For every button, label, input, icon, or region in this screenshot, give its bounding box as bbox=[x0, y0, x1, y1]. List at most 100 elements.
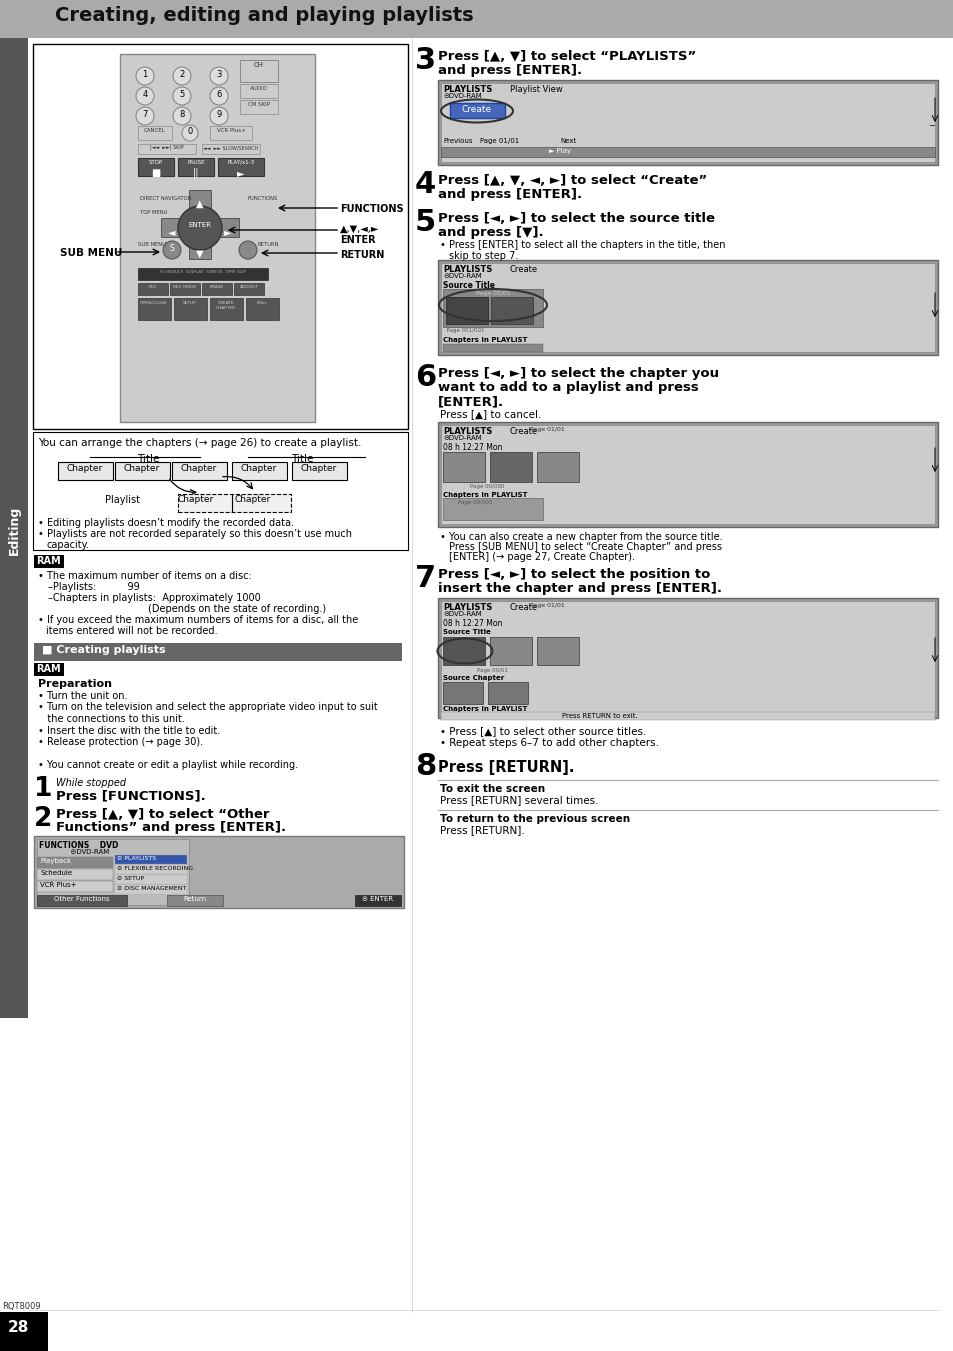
Bar bbox=[440, 147, 934, 157]
Text: OPEN/CLOSE: OPEN/CLOSE bbox=[140, 301, 168, 305]
Bar bbox=[138, 267, 268, 280]
Circle shape bbox=[182, 126, 198, 141]
Text: Chapters in PLAYLIST: Chapters in PLAYLIST bbox=[442, 336, 527, 343]
Text: |◄◄  ►►| SKIP: |◄◄ ►►| SKIP bbox=[150, 145, 184, 150]
Text: [ENTER].: [ENTER]. bbox=[437, 394, 503, 408]
Text: ⊝DVD-RAM: ⊝DVD-RAM bbox=[442, 435, 481, 440]
Bar bbox=[490, 453, 532, 482]
Text: ► Play: ► Play bbox=[548, 149, 571, 154]
Text: PLAYLISTS: PLAYLISTS bbox=[442, 603, 492, 612]
Bar bbox=[138, 158, 173, 176]
Bar bbox=[440, 426, 934, 524]
Text: Press [◄, ►] to select the chapter you: Press [◄, ►] to select the chapter you bbox=[437, 367, 719, 380]
Text: • Editing playlists doesn’t modify the recorded data.: • Editing playlists doesn’t modify the r… bbox=[38, 517, 294, 528]
Text: PLAYLISTS: PLAYLISTS bbox=[442, 85, 492, 95]
Bar bbox=[138, 126, 172, 141]
Bar bbox=[292, 462, 347, 480]
Bar bbox=[437, 422, 937, 527]
Text: VCR Plus+: VCR Plus+ bbox=[40, 882, 76, 888]
Bar bbox=[0, 1312, 48, 1351]
Text: Page 01/01: Page 01/01 bbox=[530, 603, 564, 608]
Bar bbox=[233, 282, 264, 295]
Text: 5: 5 bbox=[415, 208, 436, 236]
Text: 1: 1 bbox=[142, 70, 148, 78]
Text: 8: 8 bbox=[415, 753, 436, 781]
Text: Title: Title bbox=[136, 454, 159, 463]
Text: PLAYLISTS: PLAYLISTS bbox=[442, 265, 492, 274]
Text: To return to the previous screen: To return to the previous screen bbox=[439, 815, 630, 824]
Bar bbox=[355, 894, 400, 907]
Text: Page 00/01: Page 00/01 bbox=[477, 667, 508, 673]
Circle shape bbox=[178, 205, 222, 250]
Text: Editing: Editing bbox=[8, 505, 20, 555]
Bar bbox=[210, 299, 243, 320]
Text: 0: 0 bbox=[187, 127, 193, 136]
Text: RETURN: RETURN bbox=[257, 242, 279, 247]
Text: Title: Title bbox=[291, 454, 313, 463]
Text: Preparation: Preparation bbox=[38, 680, 112, 689]
Bar bbox=[491, 297, 533, 324]
Text: Press [◄, ►] to select the position to: Press [◄, ►] to select the position to bbox=[437, 567, 710, 581]
Text: Create: Create bbox=[510, 427, 537, 436]
Bar bbox=[172, 462, 227, 480]
Text: ⊝ ENTER: ⊝ ENTER bbox=[362, 896, 394, 902]
Text: ⊝DVD-RAM: ⊝DVD-RAM bbox=[442, 273, 481, 280]
Bar bbox=[218, 158, 264, 176]
Text: Page 01/01: Page 01/01 bbox=[480, 138, 519, 145]
Bar bbox=[232, 462, 287, 480]
Text: REC MODE: REC MODE bbox=[173, 285, 196, 289]
Bar bbox=[0, 38, 28, 1019]
Bar bbox=[58, 462, 112, 480]
Text: ||: || bbox=[193, 168, 199, 178]
Bar bbox=[442, 638, 484, 665]
Text: ⊝ SETUP: ⊝ SETUP bbox=[117, 875, 144, 881]
Text: • You cannot create or edit a playlist while recording.: • You cannot create or edit a playlist w… bbox=[38, 761, 297, 770]
Text: 08 h 12:27 Mon: 08 h 12:27 Mon bbox=[442, 443, 502, 453]
Bar bbox=[240, 100, 277, 113]
Bar bbox=[442, 499, 542, 520]
Text: • Turn the unit on.: • Turn the unit on. bbox=[38, 690, 128, 701]
Text: AUDIO: AUDIO bbox=[250, 86, 268, 91]
Text: Page 01/01: Page 01/01 bbox=[476, 290, 510, 296]
Bar bbox=[442, 345, 542, 353]
Text: ►: ► bbox=[237, 168, 245, 178]
Text: 3: 3 bbox=[415, 46, 436, 76]
Text: RQT8009: RQT8009 bbox=[2, 1302, 41, 1310]
Text: ◄◄  ►► SLOW/SEARCH: ◄◄ ►► SLOW/SEARCH bbox=[203, 145, 258, 150]
Bar bbox=[33, 45, 408, 430]
Circle shape bbox=[172, 68, 191, 85]
Bar bbox=[210, 126, 252, 141]
Text: 4: 4 bbox=[415, 170, 436, 199]
Text: ENTER: ENTER bbox=[189, 222, 212, 228]
Text: ►: ► bbox=[224, 227, 232, 236]
Text: ⊝ DISC MANAGEMENT: ⊝ DISC MANAGEMENT bbox=[117, 886, 186, 892]
Text: PLAYLISTS: PLAYLISTS bbox=[442, 427, 492, 436]
Text: SUB MENU: SUB MENU bbox=[60, 249, 122, 258]
Text: • Insert the disc with the title to edit.: • Insert the disc with the title to edit… bbox=[38, 725, 220, 735]
Text: Create: Create bbox=[461, 105, 492, 113]
Bar bbox=[202, 282, 232, 295]
Text: RAM: RAM bbox=[36, 557, 61, 566]
Text: Press [RETURN].: Press [RETURN]. bbox=[439, 825, 524, 835]
Bar bbox=[37, 894, 127, 907]
Text: • Press [▲] to select other source titles.: • Press [▲] to select other source title… bbox=[439, 725, 646, 736]
Text: 7: 7 bbox=[415, 563, 436, 593]
Bar bbox=[442, 682, 482, 704]
Text: ▲: ▲ bbox=[196, 199, 204, 209]
Bar bbox=[246, 299, 278, 320]
Text: Return: Return bbox=[183, 896, 207, 902]
Text: Press [▲, ▼] to select “Other: Press [▲, ▼] to select “Other bbox=[56, 808, 269, 821]
Bar bbox=[115, 885, 187, 894]
Text: Other Functions: Other Functions bbox=[54, 896, 110, 902]
Text: Page 001/001: Page 001/001 bbox=[442, 328, 484, 332]
Text: items entered will not be recorded.: items entered will not be recorded. bbox=[46, 626, 217, 636]
Text: and press [▼].: and press [▼]. bbox=[437, 226, 543, 239]
Text: ▲,▼,◄,►: ▲,▼,◄,► bbox=[339, 224, 379, 234]
Circle shape bbox=[210, 68, 228, 85]
Text: 3: 3 bbox=[216, 70, 221, 78]
Text: • The maximum number of items on a disc:: • The maximum number of items on a disc: bbox=[38, 571, 252, 581]
Bar bbox=[34, 663, 64, 676]
Text: STOP: STOP bbox=[149, 159, 163, 165]
Text: Chapter: Chapter bbox=[300, 463, 336, 473]
Bar bbox=[34, 643, 401, 661]
